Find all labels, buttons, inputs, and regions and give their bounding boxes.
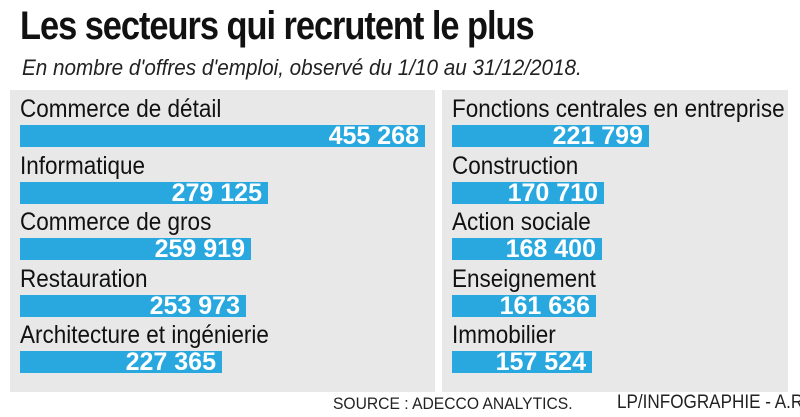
- bar-value-label: 455 268: [328, 122, 419, 150]
- bar-row: Construction 170 710: [442, 152, 788, 208]
- bar-value-label: 221 799: [552, 122, 643, 150]
- bar: [452, 294, 596, 317]
- category-label: Restauration: [20, 264, 148, 293]
- category-label: Construction: [452, 151, 579, 180]
- credit-note: LP/INFOGRAPHIE - A.R.: [617, 392, 800, 413]
- category-label: Enseignement: [452, 264, 596, 293]
- chart-subtitle: En nombre d'offres d'emploi, observé du …: [22, 55, 582, 80]
- bar: [452, 351, 592, 373]
- bar-value-label: 253 973: [149, 291, 240, 320]
- right-panel: Fonctions centrales en entreprise 221 799…: [442, 90, 788, 392]
- left-panel: Commerce de détail 455 268 Informatique 279…: [10, 90, 435, 392]
- bar-value-label: 259 919: [154, 235, 245, 263]
- bar-row: Commerce de détail 455 268: [10, 95, 435, 151]
- bar-value-label: 279 125: [171, 178, 262, 207]
- bar: [20, 351, 222, 373]
- bar-row: Architecture et ingénierie 227 365: [10, 321, 435, 377]
- bar: [452, 125, 649, 147]
- category-label: Action sociale: [452, 208, 591, 236]
- source-note: SOURCE : ADECCO ANALYTICS.: [333, 394, 573, 413]
- bar: [20, 238, 251, 260]
- bar: [20, 294, 246, 317]
- chart-title: Les secteurs qui recrutent le plus: [20, 4, 535, 48]
- bar: [20, 181, 268, 204]
- bar: [20, 125, 425, 147]
- bar-row: Enseignement 161 636: [442, 265, 788, 321]
- bar-row: Informatique 279 125: [10, 152, 435, 208]
- bar-value-label: 170 710: [507, 178, 598, 207]
- category-label: Commerce de détail: [20, 95, 222, 123]
- bar-value-label: 168 400: [505, 235, 596, 263]
- bar-row: Action sociale 168 400: [442, 208, 788, 264]
- bar-row: Restauration 253 973: [10, 265, 435, 321]
- bar: [452, 238, 602, 260]
- category-label: Immobilier: [452, 321, 556, 349]
- bar-row: Commerce de gros 259 919: [10, 208, 435, 264]
- category-label: Architecture et ingénierie: [20, 321, 269, 349]
- bar-row: Fonctions centrales en entreprise 221 799: [442, 95, 788, 151]
- category-label: Informatique: [20, 151, 146, 180]
- bar: [452, 181, 604, 204]
- bar-value-label: 157 524: [495, 348, 586, 376]
- category-label: Fonctions centrales en entreprise: [452, 95, 785, 123]
- category-label: Commerce de gros: [20, 208, 212, 236]
- bar-value-label: 227 365: [125, 348, 216, 376]
- bar-row: Immobilier 157 524: [442, 321, 788, 377]
- bar-value-label: 161 636: [499, 291, 590, 320]
